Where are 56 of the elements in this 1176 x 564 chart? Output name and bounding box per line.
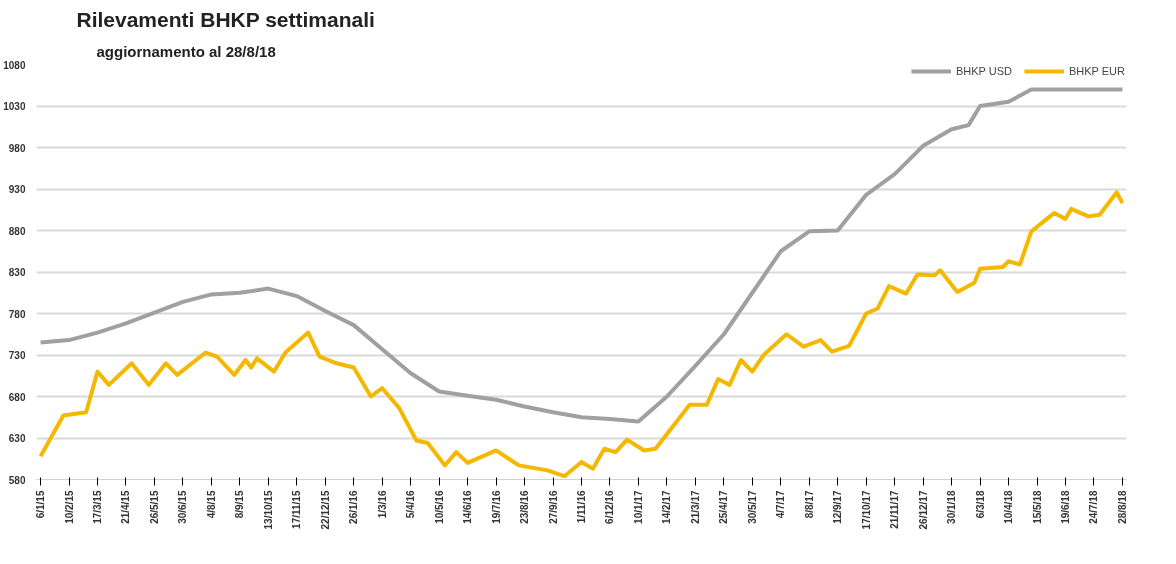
x-tick-label: 13/10/15 (262, 490, 274, 530)
x-tick-label: 26/5/15 (148, 490, 160, 524)
y-tick-label: 930 (8, 184, 26, 195)
y-tick-label: 880 (8, 225, 26, 237)
x-tick-label: 21/3/17 (689, 490, 701, 524)
x-tick-label: 5/4/16 (405, 490, 417, 519)
x-tick-label: 12/9/17 (832, 490, 844, 524)
legend-label: BHKP EUR (1068, 65, 1125, 77)
line-series (38, 190, 1125, 479)
x-tick-label: 26/1/16 (348, 490, 360, 524)
y-tick-label: 780 (8, 308, 26, 320)
y-tick-label: 1030 (3, 101, 26, 112)
y-tick-label: 680 (8, 391, 26, 403)
x-tick-label: 30/5/17 (746, 490, 758, 524)
x-tick-label: 26/12/17 (917, 490, 929, 530)
line-series (38, 87, 1125, 424)
x-tick-label: 6/1/15 (35, 490, 47, 519)
x-tick-label: 22/12/15 (319, 490, 331, 530)
x-tick-label: 8/8/17 (803, 490, 815, 519)
chart-subtitle: aggiornamento al 28/8/18 (96, 42, 276, 60)
legend-label: BHKP USD (955, 65, 1012, 77)
x-tick-label: 17/11/15 (291, 490, 303, 529)
y-tick-label: 630 (8, 433, 26, 444)
x-tick-label: 21/11/17 (889, 490, 901, 529)
x-tick-label: 30/1/18 (946, 490, 958, 524)
y-tick-label: 730 (8, 350, 26, 361)
x-tick-label: 19/6/18 (1059, 490, 1071, 524)
x-tick-label: 4/7/17 (775, 490, 787, 519)
x-tick-label: 10/5/16 (433, 490, 445, 524)
x-tick-label: 19/7/16 (490, 490, 502, 524)
x-tick-label: 21/4/15 (120, 490, 132, 524)
x-tick-label: 27/9/16 (547, 490, 559, 524)
x-tick-label: 8/9/15 (234, 490, 246, 519)
chart-title: Rilevamenti BHKP settimanali (76, 7, 375, 31)
y-tick-label: 1080 (3, 59, 26, 71)
x-tick-label: 10/4/18 (1003, 490, 1015, 524)
x-tick-label: 25/4/17 (718, 490, 730, 524)
x-tick-label: 4/8/15 (205, 490, 217, 519)
x-tick-label: 23/8/16 (519, 490, 531, 524)
x-tick-label: 15/5/18 (1031, 490, 1043, 524)
x-tick-label: 1/3/16 (376, 490, 388, 519)
x-tick-label: 10/2/15 (63, 490, 75, 524)
x-tick-label: 17/10/17 (860, 490, 872, 530)
x-tick-label: 6/3/18 (974, 490, 986, 519)
y-tick-label: 580 (8, 474, 26, 486)
x-tick-label: 14/6/16 (462, 490, 474, 524)
x-tick-label: 28/8/18 (1116, 490, 1128, 524)
x-tick-label: 14/2/17 (661, 490, 673, 524)
x-tick-label: 1/11/16 (576, 490, 587, 524)
x-tick-label: 17/3/15 (92, 490, 104, 524)
x-tick-label: 10/1/17 (632, 490, 644, 524)
y-tick-label: 980 (8, 142, 26, 154)
y-tick-label: 830 (8, 267, 26, 278)
x-tick-label: 24/7/18 (1088, 490, 1100, 524)
x-tick-label: 30/6/15 (177, 490, 189, 524)
x-tick-label: 6/12/16 (604, 490, 616, 524)
